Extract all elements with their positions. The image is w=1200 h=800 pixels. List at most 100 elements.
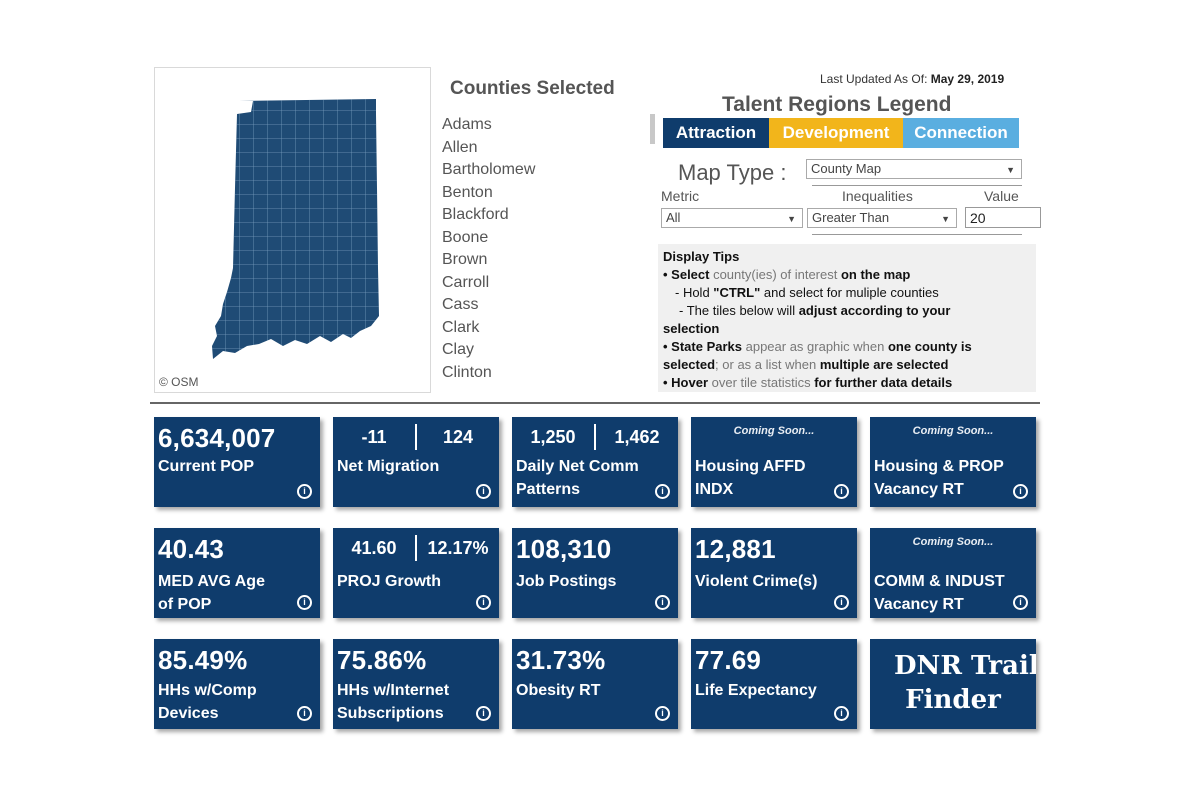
- tile-violent-crime[interactable]: 12,881 Violent Crime(s) i: [691, 528, 857, 618]
- map-type-select[interactable]: County Map ▼: [806, 159, 1022, 179]
- tile-value: 12.17%: [427, 538, 489, 558]
- list-item[interactable]: Bartholomew: [442, 161, 536, 178]
- metric-value: All: [666, 210, 681, 225]
- inequalities-value: Greater Than: [812, 210, 890, 225]
- county-map[interactable]: © OSM: [154, 67, 431, 393]
- tile-internet-subscriptions[interactable]: 75.86% HHs w/Internet Subscriptions i: [333, 639, 499, 729]
- indiana-map-graphic[interactable]: [155, 68, 432, 394]
- chevron-down-icon: ▼: [941, 214, 950, 224]
- tile-label: Life Expectancy: [695, 682, 817, 699]
- info-icon[interactable]: i: [476, 595, 491, 610]
- tile-label: Job Postings: [516, 573, 617, 590]
- tile-current-pop[interactable]: 6,634,007 Current POP i: [154, 417, 320, 507]
- list-item[interactable]: Cass: [442, 296, 479, 313]
- value-separator: [415, 535, 417, 561]
- tile-label: Patterns: [516, 481, 581, 498]
- counties-selected-title: Counties Selected: [450, 78, 615, 99]
- tile-net-migration[interactable]: -11 124 Net Migration i: [333, 417, 499, 507]
- tile-value: 85.49%: [158, 645, 248, 675]
- info-icon[interactable]: i: [834, 484, 849, 499]
- coming-soon-label: Coming Soon...: [912, 425, 994, 437]
- info-icon[interactable]: i: [297, 595, 312, 610]
- inequalities-select[interactable]: Greater Than ▼: [807, 208, 957, 228]
- tile-label: of POP: [158, 596, 212, 613]
- last-updated: Last Updated As Of: May 29, 2019: [820, 72, 1004, 86]
- tile-value: -11: [361, 427, 387, 447]
- chevron-down-icon: ▼: [1006, 165, 1015, 175]
- inequalities-label: Inequalities: [842, 188, 913, 204]
- info-icon[interactable]: i: [1013, 595, 1028, 610]
- tile-comm-indust[interactable]: Coming Soon... COMM & INDUST Vacancy RT …: [870, 528, 1036, 618]
- info-icon[interactable]: i: [297, 706, 312, 721]
- list-item[interactable]: Blackford: [442, 206, 509, 223]
- tile-label: Obesity RT: [516, 682, 601, 699]
- info-icon[interactable]: i: [834, 595, 849, 610]
- metric-label: Metric: [661, 188, 700, 204]
- list-item[interactable]: Adams: [442, 116, 492, 133]
- divider: [812, 185, 1022, 186]
- info-icon[interactable]: i: [834, 706, 849, 721]
- tile-value-pair: 41.60 12.17%: [333, 535, 499, 561]
- osm-attribution: © OSM: [159, 375, 199, 389]
- talent-regions-legend: Attraction Development Connection: [663, 118, 1019, 148]
- tip-line: selected; or as a list when multiple are…: [663, 357, 949, 372]
- list-item[interactable]: Boone: [442, 228, 489, 246]
- tile-value-pair: -11 124: [333, 424, 499, 450]
- list-item[interactable]: Clark: [442, 318, 480, 336]
- tile-proj-growth[interactable]: 41.60 12.17% PROJ Growth i: [333, 528, 499, 618]
- county-list-scrollbar[interactable]: [650, 114, 655, 144]
- section-divider: [150, 402, 1040, 404]
- tile-label: Violent Crime(s): [695, 573, 818, 590]
- tile-value: 108,310: [516, 534, 612, 564]
- tile-value: 75.86%: [337, 645, 427, 675]
- info-icon[interactable]: i: [655, 706, 670, 721]
- dnr-title-line2: Finder: [905, 685, 1001, 715]
- tile-value-pair: 1,250 1,462: [512, 424, 678, 450]
- legend-attraction[interactable]: Attraction: [663, 118, 769, 148]
- tip-line: • Hover over tile statistics for further…: [663, 375, 953, 390]
- legend-connection[interactable]: Connection: [903, 118, 1019, 148]
- list-item[interactable]: Carroll: [442, 273, 490, 291]
- tip-line: selection: [663, 321, 720, 336]
- tile-value: 12,881: [695, 534, 776, 564]
- info-icon[interactable]: i: [476, 484, 491, 499]
- list-item[interactable]: Clay: [442, 341, 475, 358]
- value-input[interactable]: 20: [965, 207, 1041, 228]
- tip-line: • Select county(ies) of interest on the …: [663, 267, 911, 282]
- tile-value: 31.73%: [516, 645, 606, 675]
- legend-development[interactable]: Development: [769, 118, 903, 148]
- tile-label: COMM & INDUST: [874, 573, 1005, 590]
- list-item[interactable]: Brown: [442, 251, 488, 268]
- info-icon[interactable]: i: [476, 706, 491, 721]
- list-item[interactable]: Allen: [442, 138, 478, 156]
- tile-value: 77.69: [695, 645, 762, 675]
- tile-value: 124: [442, 427, 474, 447]
- divider: [812, 234, 1022, 235]
- tile-comp-devices[interactable]: 85.49% HHs w/Comp Devices i: [154, 639, 320, 729]
- info-icon[interactable]: i: [1013, 484, 1028, 499]
- info-icon[interactable]: i: [297, 484, 312, 499]
- list-item[interactable]: Benton: [442, 183, 493, 201]
- tile-label: MED AVG Age: [158, 573, 265, 590]
- tile-dnr-trail-finder[interactable]: DNR Trail Finder: [870, 639, 1036, 729]
- county-list[interactable]: Adams Allen Bartholomew Benton Blackford…: [442, 114, 535, 384]
- metric-select[interactable]: All ▼: [661, 208, 803, 228]
- tile-housing-affd[interactable]: Coming Soon... Housing AFFD INDX i: [691, 417, 857, 507]
- tile-daily-net-comm[interactable]: 1,250 1,462 Daily Net Comm Patterns i: [512, 417, 678, 507]
- tile-obesity-rt[interactable]: 31.73% Obesity RT i: [512, 639, 678, 729]
- list-item[interactable]: Clinton: [442, 363, 492, 381]
- value-separator: [415, 424, 417, 450]
- tile-value: 1,250: [530, 427, 576, 447]
- tips-title: Display Tips: [663, 249, 740, 264]
- tile-life-expectancy[interactable]: 77.69 Life Expectancy i: [691, 639, 857, 729]
- tile-label: PROJ Growth: [337, 573, 442, 590]
- tile-job-postings[interactable]: 108,310 Job Postings i: [512, 528, 678, 618]
- tile-value: 41.60: [351, 538, 397, 558]
- tile-med-avg-age[interactable]: 40.43 MED AVG Age of POP i: [154, 528, 320, 618]
- tile-value: 6,634,007: [158, 423, 276, 453]
- tile-housing-prop[interactable]: Coming Soon... Housing & PROP Vacancy RT…: [870, 417, 1036, 507]
- last-updated-label: Last Updated As Of:: [820, 72, 928, 86]
- info-icon[interactable]: i: [655, 595, 670, 610]
- display-tips: Display Tips • Select county(ies) of int…: [658, 244, 1036, 392]
- info-icon[interactable]: i: [655, 484, 670, 499]
